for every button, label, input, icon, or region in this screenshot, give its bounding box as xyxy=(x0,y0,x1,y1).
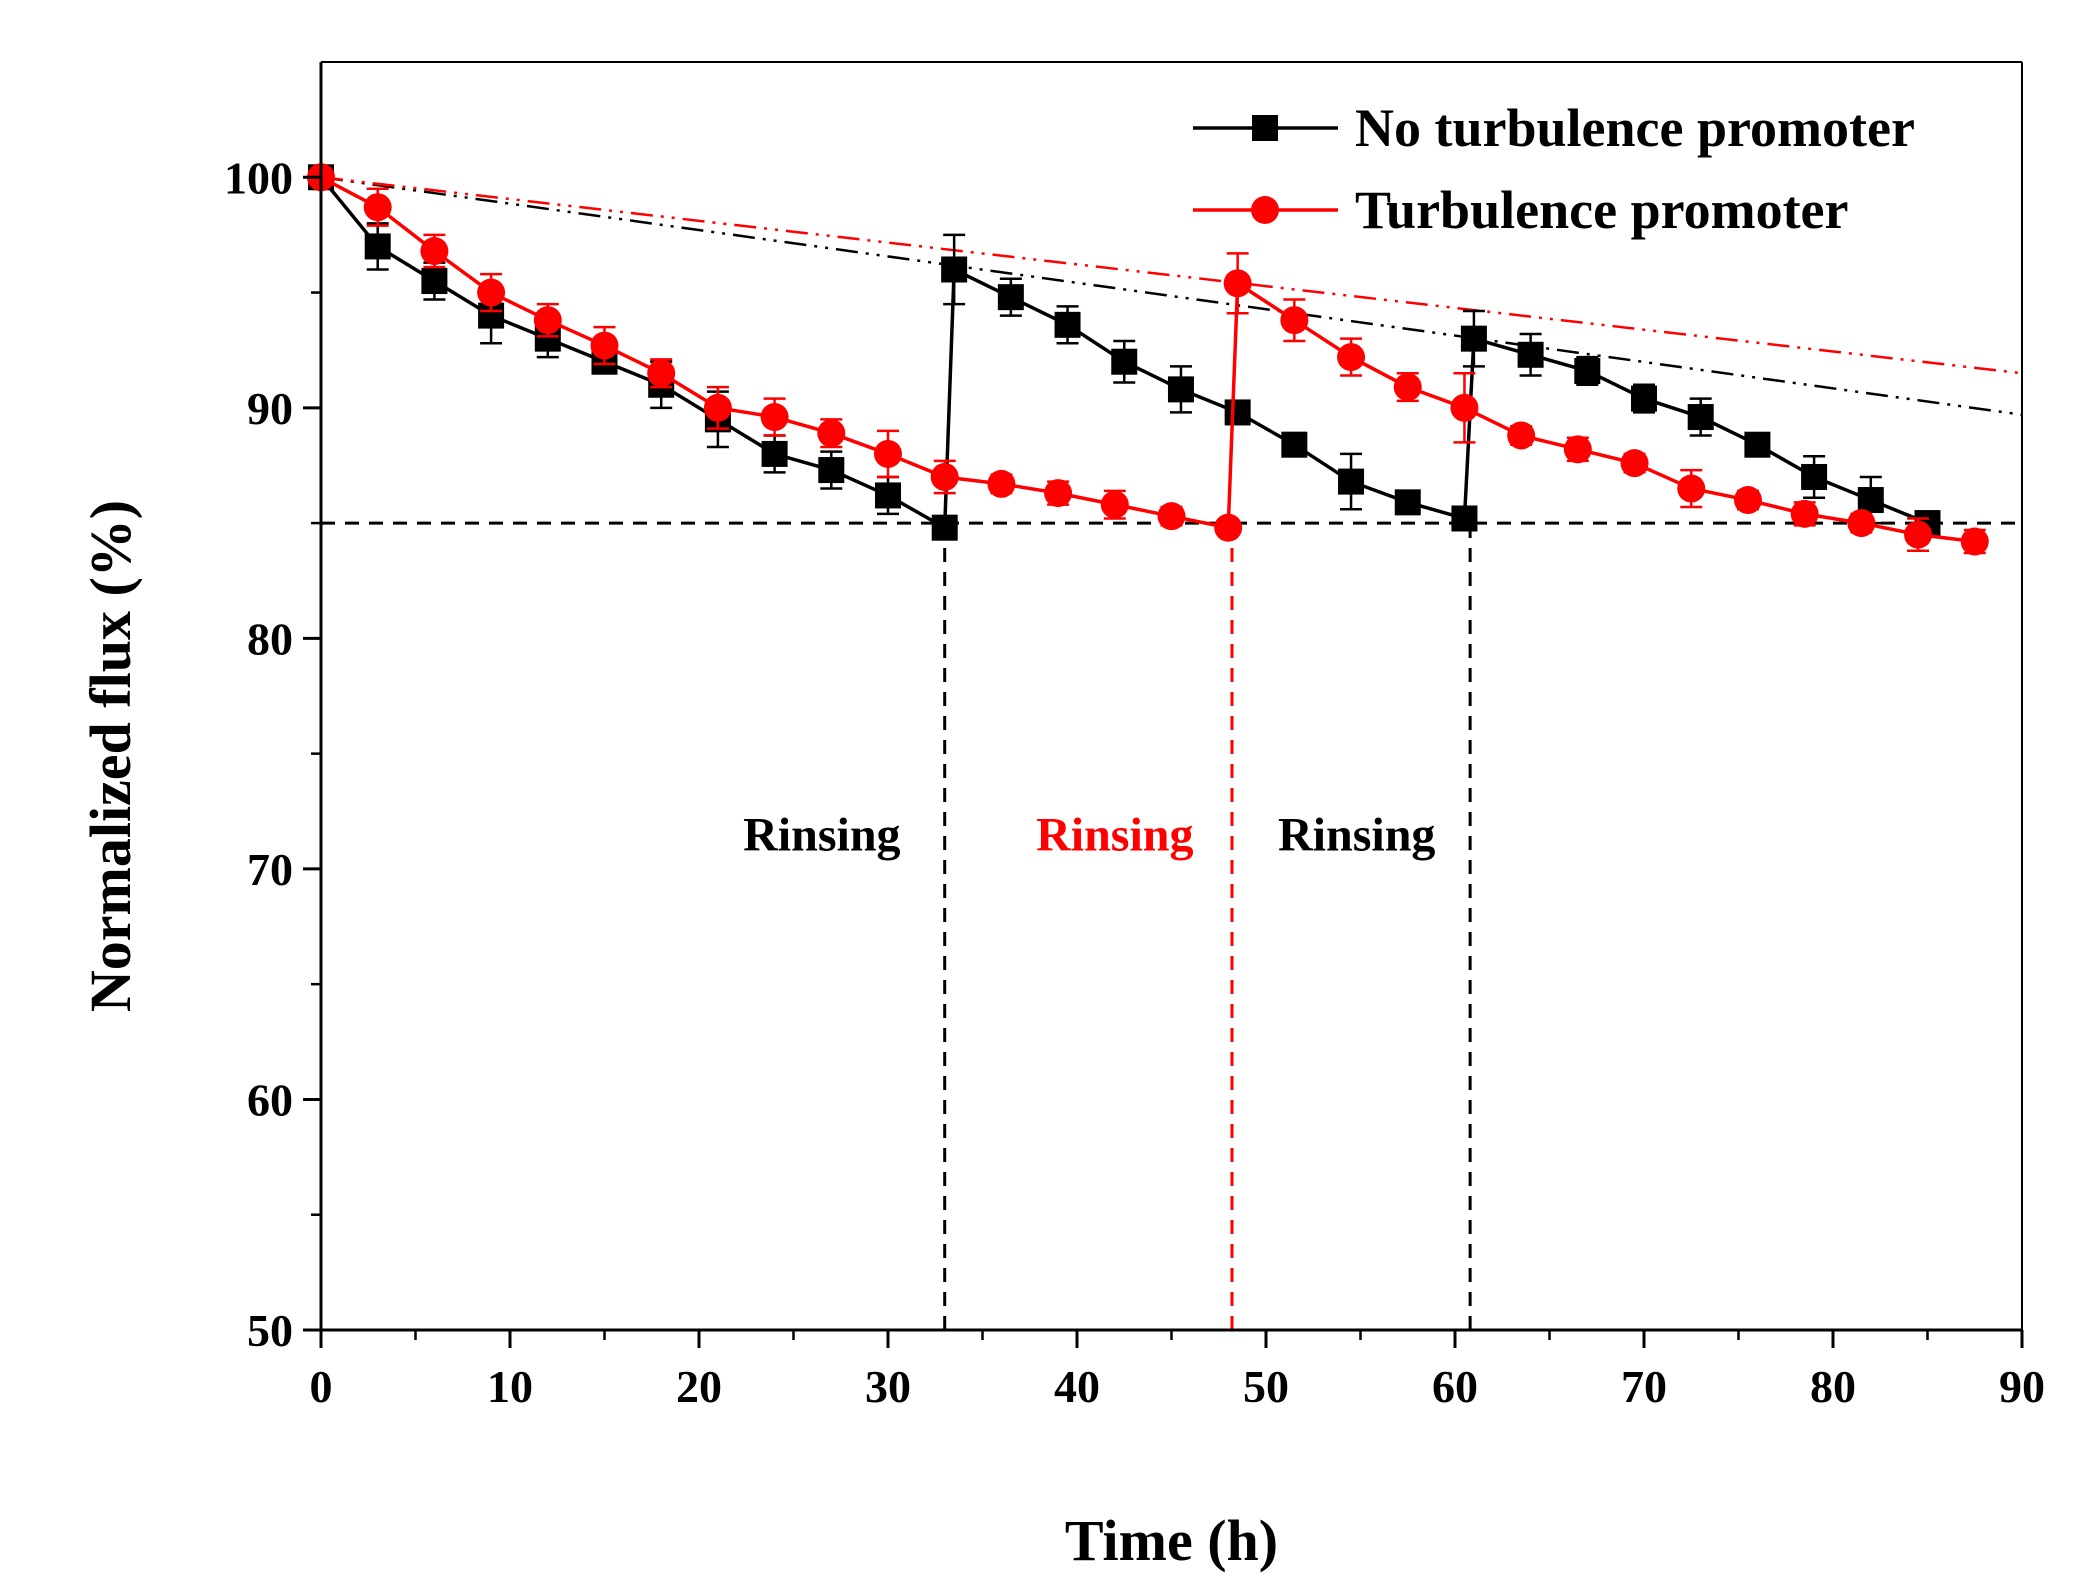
x-tick-label: 10 xyxy=(487,1361,533,1412)
data-point-circle xyxy=(533,306,562,335)
y-tick-label: 90 xyxy=(247,383,293,434)
data-point-circle xyxy=(363,193,392,222)
data-point-circle xyxy=(420,237,449,266)
data-point-circle xyxy=(1620,449,1649,478)
data-point-circle xyxy=(1960,527,1989,556)
data-point-circle xyxy=(760,403,789,432)
data-point-square xyxy=(1338,468,1365,495)
x-tick-label: 50 xyxy=(1243,1361,1289,1412)
data-point-circle xyxy=(1507,421,1536,450)
plot-area: Rinsing Rinsing Rinsing xyxy=(307,163,2023,1330)
legend-label: No turbulence promoter xyxy=(1355,98,1915,158)
y-tick-label: 70 xyxy=(247,844,293,895)
legend-entry-1: No turbulence promoter xyxy=(1193,98,1915,158)
annotation-rinsing-3: Rinsing xyxy=(1278,808,1435,861)
y-axis-title: Normalized flux (%) xyxy=(78,500,143,1012)
data-point-square xyxy=(1631,385,1657,412)
legend: No turbulence promoter Turbulence promote… xyxy=(1193,98,1915,240)
data-point-square xyxy=(1574,357,1601,384)
data-point-square xyxy=(1460,325,1487,352)
data-point-circle xyxy=(1280,306,1309,335)
x-tick-label: 70 xyxy=(1621,1361,1667,1412)
data-point-square xyxy=(421,268,448,295)
data-point-circle xyxy=(1100,490,1129,519)
axes: 0 10 20 30 40 50 60 70 80 90 50 60 70 80 90 100 xyxy=(224,61,2045,1412)
data-point-square xyxy=(1394,489,1421,516)
data-point-circle xyxy=(590,331,619,360)
data-point-circle xyxy=(1337,343,1366,372)
x-axis-title: Time (h) xyxy=(1065,1508,1278,1573)
annotation-rinsing-1: Rinsing xyxy=(743,808,900,861)
x-tick-label: 60 xyxy=(1432,1361,1478,1412)
data-point-square xyxy=(1744,431,1771,458)
data-point-square xyxy=(761,440,788,467)
data-point-square xyxy=(1111,348,1138,375)
x-tick-label: 80 xyxy=(1810,1361,1856,1412)
legend-marker-circle xyxy=(1251,196,1279,224)
data-point-square xyxy=(1054,311,1081,338)
data-point-circle xyxy=(1393,373,1422,402)
data-point-square xyxy=(1451,505,1478,532)
data-point-circle xyxy=(1044,479,1073,508)
data-point-square xyxy=(1857,487,1884,514)
data-point-square xyxy=(1517,341,1544,368)
x-tick-label: 90 xyxy=(1999,1361,2045,1412)
data-point-circle xyxy=(1904,520,1933,549)
data-point-circle xyxy=(703,393,732,422)
data-point-square xyxy=(1801,463,1828,490)
y-tick-label: 100 xyxy=(224,152,293,203)
legend-label: Turbulence promoter xyxy=(1355,180,1849,240)
data-point-circle xyxy=(477,278,506,307)
data-point-square xyxy=(931,514,958,541)
data-point-circle xyxy=(987,469,1016,498)
data-point-circle xyxy=(1563,435,1592,464)
data-point-square xyxy=(941,256,968,283)
data-point-circle xyxy=(1157,502,1186,531)
data-point-square xyxy=(1687,404,1714,431)
data-point-square xyxy=(997,284,1024,311)
data-point-circle xyxy=(647,359,676,388)
data-point-circle xyxy=(1733,486,1762,515)
data-point-square xyxy=(818,457,845,484)
data-point-circle xyxy=(1450,393,1479,422)
x-tick-label: 20 xyxy=(676,1361,722,1412)
x-tick-label: 40 xyxy=(1054,1361,1100,1412)
data-point-square xyxy=(1167,376,1194,403)
data-point-circle xyxy=(1214,513,1243,542)
data-point-square xyxy=(875,482,901,509)
annotation-rinsing-2: Rinsing xyxy=(1036,808,1193,861)
data-point-circle xyxy=(874,439,902,468)
data-point-circle xyxy=(1790,499,1819,528)
data-point-square xyxy=(364,233,391,260)
y-tick-label: 80 xyxy=(247,613,293,664)
y-tick-label: 60 xyxy=(247,1074,293,1125)
data-point-circle xyxy=(1223,269,1252,298)
data-point-square xyxy=(1281,431,1308,458)
legend-entry-2: Turbulence promoter xyxy=(1193,180,1849,240)
data-point-square xyxy=(1224,399,1251,426)
data-point-circle xyxy=(1847,509,1876,538)
legend-marker-square xyxy=(1252,115,1278,141)
x-tick-label: 30 xyxy=(865,1361,911,1412)
y-tick-label: 50 xyxy=(247,1305,293,1356)
data-point-circle xyxy=(1677,474,1706,503)
x-tick-label: 0 xyxy=(310,1361,333,1412)
data-point-circle xyxy=(817,419,846,448)
data-point-circle xyxy=(930,462,959,491)
